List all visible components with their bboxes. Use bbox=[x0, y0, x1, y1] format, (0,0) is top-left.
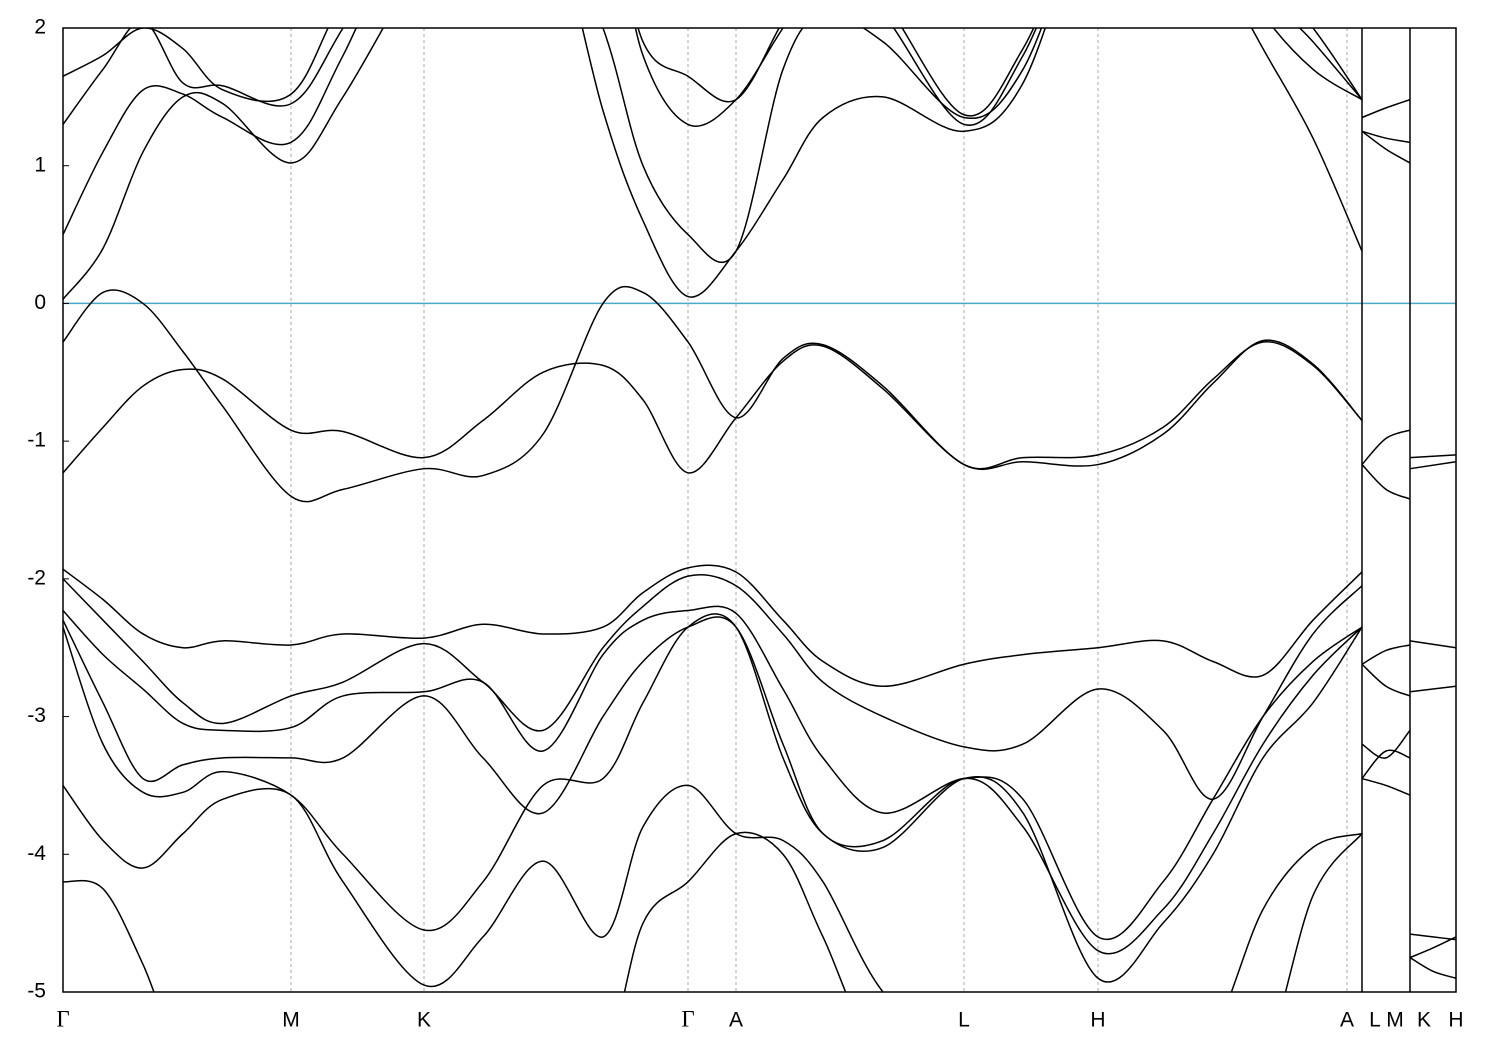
band bbox=[1361, 663, 1411, 697]
x-tick-label: K bbox=[1417, 1009, 1431, 1032]
y-tick-label: -3 bbox=[27, 704, 46, 727]
x-tick-label: H bbox=[1448, 1009, 1463, 1032]
band bbox=[63, 613, 1363, 983]
band bbox=[63, 605, 1363, 941]
band bbox=[63, 784, 1363, 992]
x-tick-label: L bbox=[958, 1009, 970, 1032]
band bbox=[1361, 130, 1411, 164]
band bbox=[1361, 429, 1411, 466]
band bbox=[63, 28, 1363, 264]
band bbox=[63, 339, 1363, 474]
band bbox=[1361, 98, 1411, 119]
band bbox=[63, 574, 1363, 800]
band bbox=[1361, 729, 1411, 759]
plot-area bbox=[63, 28, 1456, 992]
y-tick-label: 0 bbox=[34, 291, 46, 314]
y-tick-label: -2 bbox=[27, 566, 46, 589]
band bbox=[1409, 956, 1456, 979]
x-tick-label: M bbox=[1386, 1009, 1404, 1032]
y-tick-label: -4 bbox=[27, 842, 46, 865]
x-tick-label: H bbox=[1090, 1009, 1105, 1032]
band bbox=[1409, 933, 1456, 941]
y-tick-label: -5 bbox=[27, 980, 46, 1003]
band bbox=[1409, 685, 1456, 693]
band bbox=[1409, 936, 1456, 959]
band bbox=[63, 28, 1363, 117]
band bbox=[1361, 464, 1411, 500]
band bbox=[63, 28, 1363, 127]
band bbox=[63, 616, 1363, 955]
x-tick-label: A bbox=[1340, 1009, 1354, 1032]
band bbox=[63, 564, 1363, 688]
band bbox=[1361, 644, 1411, 665]
x-tick-label: L bbox=[1369, 1009, 1381, 1032]
band bbox=[1361, 777, 1411, 796]
x-tick-label: Γ bbox=[56, 1006, 69, 1031]
grid bbox=[290, 28, 1348, 992]
y-tick-label: -1 bbox=[27, 429, 46, 452]
band bbox=[1409, 640, 1456, 649]
band bbox=[63, 28, 1363, 300]
x-tick-label: M bbox=[282, 1009, 300, 1032]
x-tick-label: Γ bbox=[681, 1006, 694, 1031]
band bbox=[63, 831, 1363, 992]
band bbox=[1409, 454, 1456, 459]
plot-frame bbox=[62, 27, 1457, 993]
band bbox=[1409, 461, 1456, 470]
band bbox=[63, 285, 1363, 503]
y-tick-label: 1 bbox=[34, 153, 46, 176]
y-tick-label: 2 bbox=[34, 16, 46, 39]
band bbox=[1361, 130, 1411, 144]
x-tick-label: A bbox=[729, 1009, 743, 1032]
x-tick-label: K bbox=[417, 1009, 431, 1032]
band bbox=[1361, 749, 1411, 780]
